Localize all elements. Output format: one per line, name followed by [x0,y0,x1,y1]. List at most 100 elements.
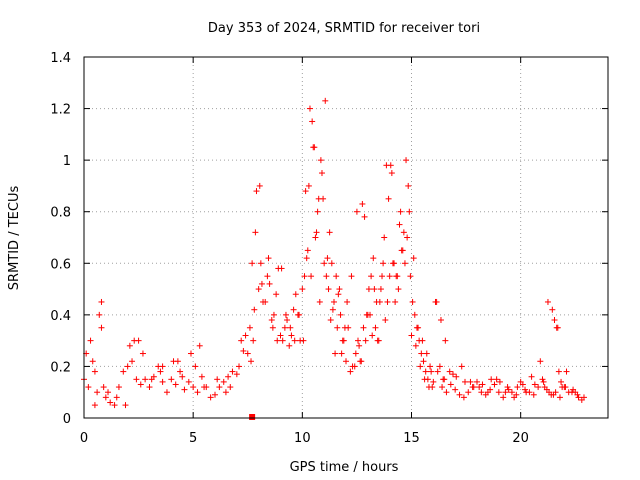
data-point [539,376,546,383]
data-point [334,324,341,331]
data-point [236,363,243,370]
data-point [458,363,465,370]
data-point [163,389,170,396]
data-point [102,394,109,401]
data-point [434,368,441,375]
y-tick-label: 1.2 [50,103,71,118]
data-point [496,378,503,385]
data-point [338,350,345,357]
data-point [269,324,276,331]
data-point [412,342,419,349]
data-point [344,298,351,305]
data-point [535,384,542,391]
data-point [505,386,512,393]
data-point [558,378,565,385]
data-point [91,402,98,409]
data-point [194,389,201,396]
data-point [397,208,404,215]
data-point [252,229,259,236]
data-point [387,162,394,169]
data-point [555,368,562,375]
data-point [355,337,362,344]
data-point [562,384,569,391]
data-point [420,358,427,365]
data-point [198,373,205,380]
data-point [465,389,472,396]
data-point [324,255,331,262]
data-point [484,389,491,396]
data-point [303,255,310,262]
data-point [323,273,330,280]
data-point [352,350,359,357]
data-point [400,229,407,236]
data-point [264,273,271,280]
data-point [98,298,105,305]
data-point [514,384,521,391]
data-point [491,381,498,388]
marker-square [249,414,256,420]
data-point [447,381,454,388]
data-point [523,389,530,396]
data-point [229,368,236,375]
data-point [177,368,184,375]
data-point [528,373,535,380]
data-point [100,384,107,391]
data-point [365,286,372,293]
data-point [122,402,129,409]
data-point [268,317,275,324]
data-point [320,195,327,202]
data-point [255,286,262,293]
data-point [541,384,548,391]
data-point [371,286,378,293]
data-point [550,391,557,398]
data-point [292,291,299,298]
data-point [148,376,155,383]
data-point [124,363,131,370]
data-point [549,306,556,313]
data-point [460,394,467,401]
y-axis-label: SRMTID / TECUs [7,186,22,291]
x-tick-label: 0 [80,431,88,446]
x-tick-label: 5 [189,431,197,446]
data-point [274,337,281,344]
data-point [537,358,544,365]
data-point [446,368,453,375]
data-point [159,378,166,385]
data-point [196,342,203,349]
data-point [403,157,410,164]
data-point [174,358,181,365]
data-point [179,373,186,380]
data-point [470,384,477,391]
data-point [225,373,232,380]
data-point [115,384,122,391]
data-point [413,324,420,331]
data-point [286,342,293,349]
data-point [394,273,401,280]
data-point [384,298,391,305]
data-point [304,247,311,254]
data-point [467,378,474,385]
data-point [287,324,294,331]
data-point [418,350,425,357]
data-point [372,324,379,331]
data-point [168,376,175,383]
data-point [238,337,245,344]
data-point [278,265,285,272]
data-point [240,347,247,354]
data-point [333,273,340,280]
data-point [266,280,273,287]
y-tick-label: 0 [63,412,71,427]
data-point [337,311,344,318]
data-point [284,317,291,324]
data-point [187,350,194,357]
data-point [214,376,221,383]
data-point [563,368,570,375]
data-point [474,378,480,385]
data-point [443,389,450,396]
data-point [429,384,436,391]
data-point [531,381,538,388]
data-point [343,358,349,365]
axes: 0 5 10 15 20 0 0.2 0.4 0.6 0.8 1 1.2 1.4 [50,51,609,446]
data-point [568,389,575,396]
data-point [250,337,257,344]
